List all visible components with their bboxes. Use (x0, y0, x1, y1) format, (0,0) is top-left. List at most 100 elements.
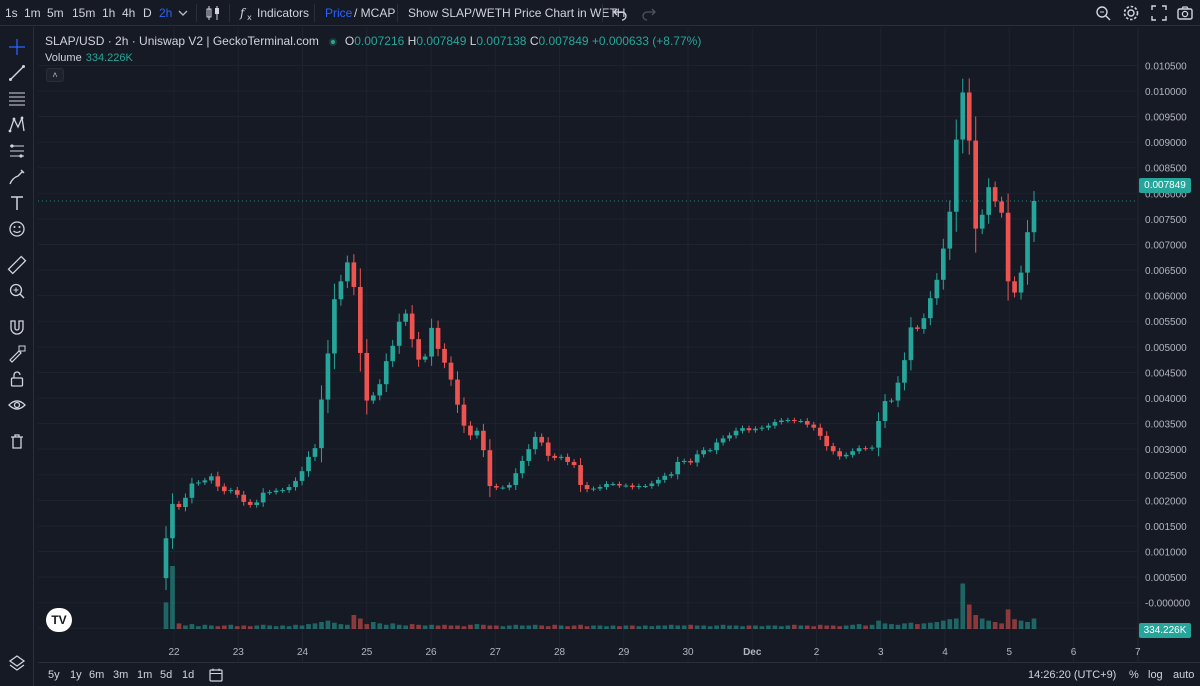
brush-icon[interactable] (7, 167, 27, 187)
chart-area[interactable]: 0.010500 0.010000 0.009500 0.009000 0.008500… (38, 28, 1190, 662)
volume-bar (1025, 622, 1030, 629)
candle-body (189, 483, 195, 498)
drawing-toolbar (0, 27, 34, 686)
interval-d[interactable]: D (143, 6, 152, 20)
candle-body (584, 485, 590, 490)
y-tick-label: 0.004500 (1145, 368, 1187, 379)
indicators-button[interactable]: Indicators (257, 6, 310, 20)
candle-body (668, 474, 674, 476)
lock-icon[interactable] (7, 369, 27, 389)
range-5y[interactable]: 5y (48, 669, 60, 681)
volume-bar (260, 624, 266, 629)
y-tick-label: 0.006000 (1145, 292, 1187, 303)
price-chart[interactable]: 0.010500 0.010000 0.009500 0.009000 0.008500… (38, 28, 1200, 662)
volume-bar (584, 626, 590, 629)
interval-1h[interactable]: 1h (102, 6, 116, 20)
interval-15m[interactable]: 15m (72, 6, 96, 20)
interval-5m[interactable]: 5m (47, 6, 64, 20)
gear-icon[interactable] (1122, 4, 1140, 22)
log-toggle[interactable]: log (1148, 669, 1163, 681)
collapse-legend-button[interactable]: ˄ (46, 68, 64, 82)
low-label: L (469, 34, 477, 48)
y-tick-label: 0.009000 (1145, 138, 1187, 149)
symbol-title[interactable]: SLAP/USD · 2h · Uniswap V2 | GeckoTermin… (45, 34, 319, 48)
camera-icon[interactable] (1176, 4, 1194, 22)
mcap-toggle[interactable]: / MCAP (354, 6, 396, 20)
candle-body (649, 483, 655, 487)
candle-body (442, 348, 447, 363)
volume-bar (617, 626, 622, 629)
candle-body (837, 451, 843, 457)
interval-2h[interactable]: 2h (159, 6, 173, 20)
ruler-icon[interactable] (7, 255, 27, 275)
volume-bar (779, 626, 784, 629)
candle-body (863, 448, 868, 450)
candle-body (247, 501, 253, 505)
volume-bar (422, 625, 428, 629)
candle-body (604, 483, 609, 488)
candle-body (280, 490, 285, 492)
undo-icon[interactable] (611, 4, 629, 22)
range-1y[interactable]: 1y (70, 669, 82, 681)
y-tick-label: 0.010000 (1145, 87, 1187, 98)
candle-body (396, 321, 402, 346)
screenshot-icon[interactable] (1094, 4, 1112, 22)
zoom-icon[interactable] (7, 281, 27, 301)
x-tick-label: 6 (1071, 647, 1077, 658)
crosshair-icon[interactable] (7, 37, 27, 57)
trash-icon[interactable] (7, 431, 27, 451)
layers-icon[interactable] (7, 653, 27, 673)
volume-bar (474, 624, 480, 629)
volume-bar (351, 615, 357, 629)
percent-toggle[interactable]: % (1129, 669, 1139, 681)
candle-body (513, 473, 519, 486)
candles-icon[interactable] (204, 4, 222, 22)
interval-4h[interactable]: 4h (122, 6, 136, 20)
projection-icon[interactable] (7, 141, 27, 161)
volume-bar (163, 602, 169, 629)
y-tick-label: 0.007500 (1145, 215, 1187, 226)
interval-1s[interactable]: 1s (5, 6, 18, 20)
calendar-icon[interactable] (208, 667, 224, 683)
pattern-icon[interactable] (7, 115, 27, 135)
volume-bar (332, 622, 337, 629)
volume-bar (338, 624, 344, 629)
volume-bar (610, 625, 616, 629)
lock-draw-icon[interactable] (7, 343, 27, 363)
candle-body (293, 480, 298, 488)
close-value: 0.007849 (538, 34, 589, 48)
candle-body (183, 497, 188, 508)
eye-icon[interactable] (7, 395, 27, 415)
range-1m[interactable]: 1m (137, 669, 153, 681)
volume-bar (280, 625, 285, 629)
fib-icon[interactable] (7, 89, 27, 109)
volume-bar (688, 624, 694, 629)
emoji-icon[interactable] (7, 219, 27, 239)
candle-body (727, 435, 732, 439)
candle-body (992, 187, 998, 202)
interval-1m[interactable]: 1m (24, 6, 41, 20)
fullscreen-icon[interactable] (1150, 4, 1168, 22)
price-toggle[interactable]: Price (325, 6, 353, 20)
trendline-icon[interactable] (7, 63, 27, 83)
show-weth-chart-button[interactable]: Show SLAP/WETH Price Chart in WETH (408, 6, 626, 20)
chevron-down-icon[interactable] (176, 6, 190, 20)
change-value: +0.000633 (+8.77%) (591, 34, 702, 48)
range-6m[interactable]: 6m (89, 669, 105, 681)
redo-icon[interactable] (640, 4, 658, 22)
auto-toggle[interactable]: auto (1173, 669, 1195, 681)
range-5d[interactable]: 5d (160, 669, 173, 681)
range-3m[interactable]: 3m (113, 669, 129, 681)
y-tick-label: -0.000000 (1145, 599, 1190, 610)
tradingview-logo[interactable]: TV (46, 608, 72, 632)
magnet-icon[interactable] (7, 317, 27, 337)
range-1d[interactable]: 1d (182, 669, 195, 681)
candle-body (455, 379, 460, 405)
candle-body (785, 420, 791, 422)
candle-body (390, 345, 396, 362)
clock-readout[interactable]: 14:26:20 (UTC+9) (1028, 669, 1117, 681)
volume-bar (720, 624, 726, 629)
candle-body (461, 404, 467, 426)
text-icon[interactable] (7, 193, 27, 213)
